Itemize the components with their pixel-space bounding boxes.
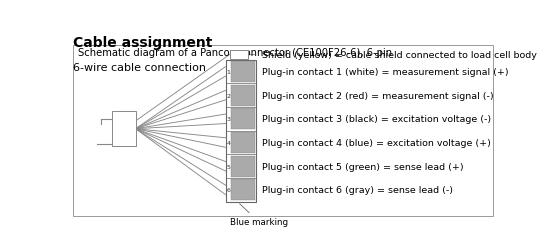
Text: 4: 4 [227,140,231,145]
Text: Cable assignment: Cable assignment [74,36,213,50]
Text: Schematic diagram of a Pancon connector (CE100F26-6), 6-pin: Schematic diagram of a Pancon connector … [77,48,392,58]
Text: 3: 3 [227,117,231,122]
Text: Plug-in contact 5 (green) = sense lead (+): Plug-in contact 5 (green) = sense lead (… [262,162,463,171]
Text: Plug-in contact 1 (white) = measurement signal (+): Plug-in contact 1 (white) = measurement … [262,68,509,77]
Text: 5: 5 [227,164,231,169]
Text: Shield (yellow) = cable shield connected to load cell body: Shield (yellow) = cable shield connected… [262,50,537,59]
Text: 1: 1 [227,70,231,75]
Bar [230,51,248,59]
Bar [112,112,135,147]
Text: 6-wire cable connection: 6-wire cable connection [74,63,206,73]
Bar [226,60,255,202]
Text: 6: 6 [227,188,231,193]
Text: Plug-in contact 2 (red) = measurement signal (-): Plug-in contact 2 (red) = measurement si… [262,91,494,100]
Text: Plug-in contact 6 (gray) = sense lead (-): Plug-in contact 6 (gray) = sense lead (-… [262,186,453,195]
Text: Blue marking: Blue marking [230,204,288,227]
Text: Plug-in contact 4 (blue) = excitation voltage (+): Plug-in contact 4 (blue) = excitation vo… [262,138,491,147]
Text: 2: 2 [227,93,231,98]
Bar [231,62,255,83]
Bar [231,180,255,201]
Bar [74,46,493,216]
Text: Plug-in contact 3 (black) = excitation voltage (-): Plug-in contact 3 (black) = excitation v… [262,115,491,124]
Bar [231,109,255,130]
Bar [231,156,255,177]
Bar [231,133,255,153]
Bar [231,85,255,106]
